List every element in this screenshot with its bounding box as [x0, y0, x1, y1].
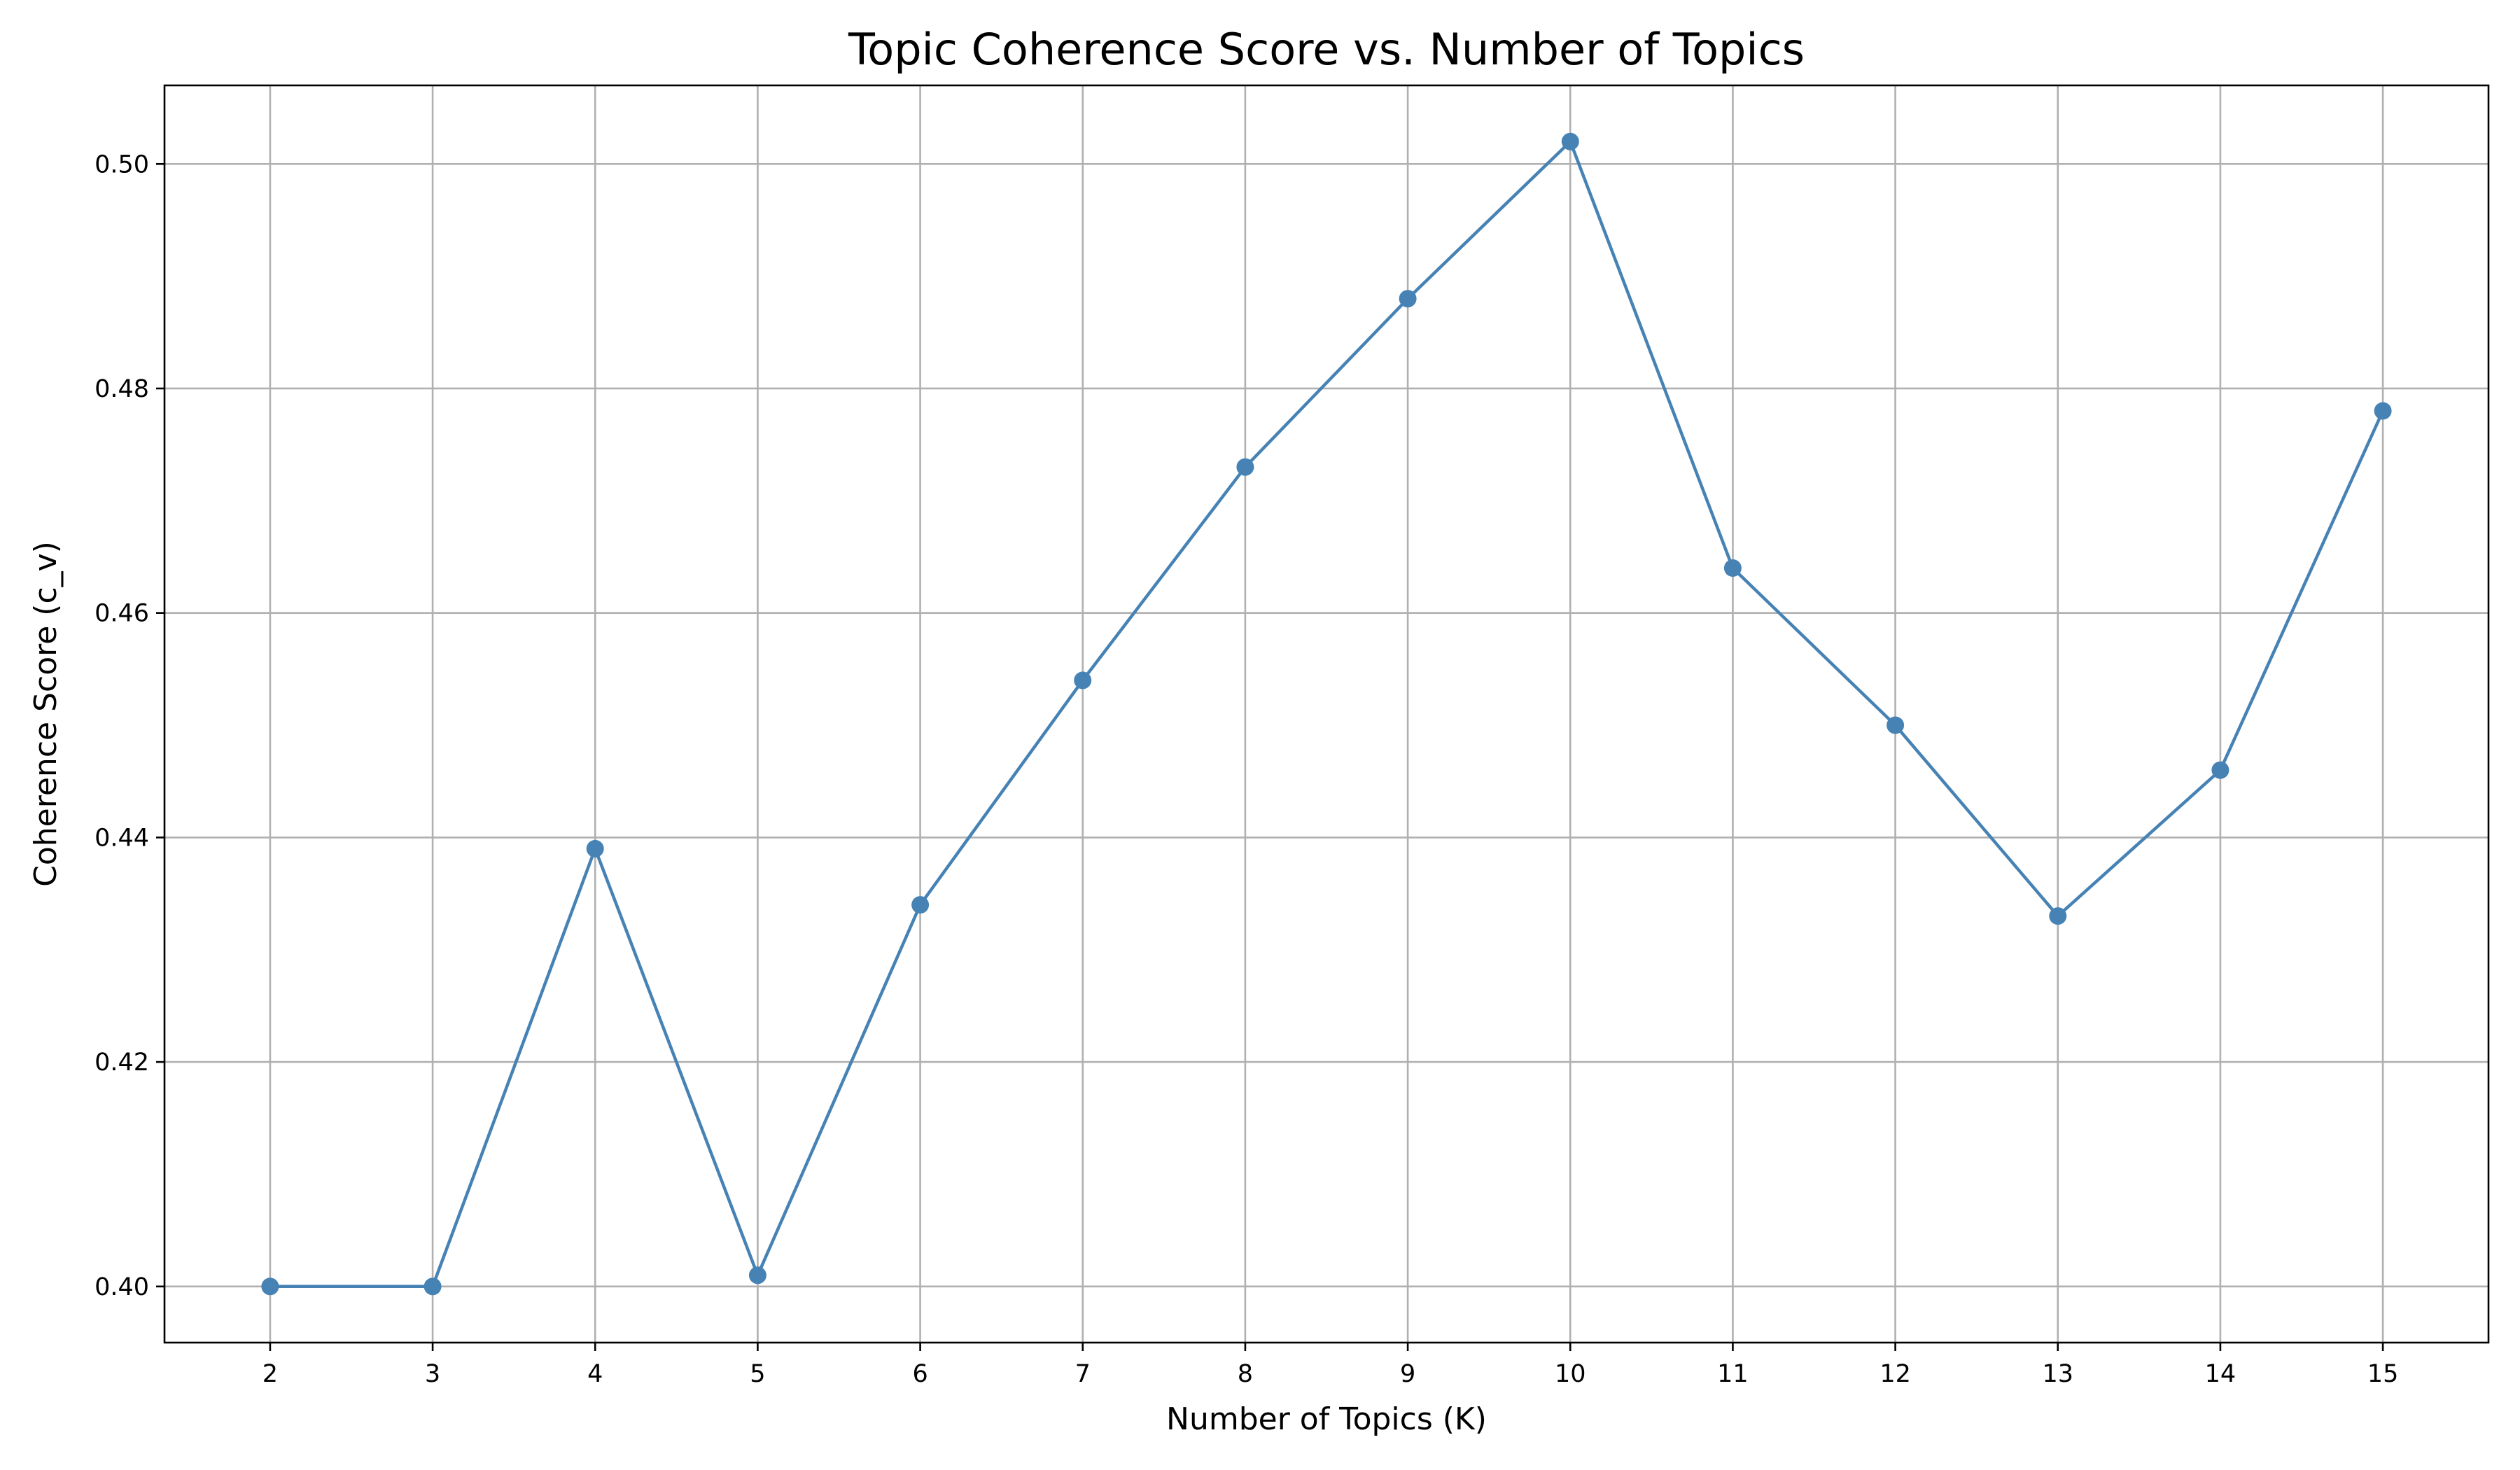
x-tick-label: 13: [2042, 1360, 2073, 1388]
x-tick-label: 10: [1555, 1360, 1586, 1388]
x-tick-label: 11: [1717, 1360, 1749, 1388]
x-axis-label: Number of Topics (K): [1166, 1401, 1487, 1437]
y-tick-label: 0.46: [94, 600, 149, 628]
data-point: [261, 1278, 279, 1296]
data-point: [1723, 559, 1742, 577]
y-tick-label: 0.48: [94, 375, 149, 403]
data-point: [1236, 458, 1254, 476]
y-tick-label: 0.42: [94, 1049, 149, 1077]
axis-ticks: 2 3 4 5 6 7 8 9 10 11 12 13 14 15 0.40 0.42 0.44 0.46 0.48…: [94, 150, 2398, 1388]
x-tick-label: 6: [912, 1360, 927, 1388]
data-point: [1074, 671, 1092, 690]
x-tick-label: 3: [425, 1360, 440, 1388]
x-tick-label: 14: [2205, 1360, 2236, 1388]
x-tick-label: 15: [2367, 1360, 2399, 1388]
data-series: [261, 132, 2392, 1296]
data-point: [2049, 907, 2067, 925]
y-tick-label: 0.44: [94, 824, 149, 852]
data-point: [424, 1278, 442, 1296]
data-point: [1561, 132, 1579, 150]
y-tick-label: 0.50: [94, 150, 149, 178]
data-point: [911, 896, 930, 914]
data-point: [586, 839, 604, 858]
series-line: [270, 139, 2385, 1289]
data-point: [1886, 716, 1905, 734]
x-tick-label: 2: [262, 1360, 278, 1388]
x-tick-label: 9: [1400, 1360, 1415, 1388]
x-tick-label: 5: [750, 1360, 765, 1388]
y-axis-label: Coherence Score (c_v): [28, 541, 64, 887]
plot-frame: [163, 84, 2490, 1344]
chart-title: Topic Coherence Score vs. Number of Topi…: [848, 24, 1805, 75]
grid: [164, 85, 2488, 1343]
x-tick-label: 4: [587, 1360, 603, 1388]
data-point: [748, 1266, 766, 1284]
x-tick-label: 8: [1238, 1360, 1253, 1388]
data-point: [2374, 402, 2392, 420]
data-point: [1399, 290, 1417, 308]
x-tick-label: 7: [1075, 1360, 1091, 1388]
y-tick-label: 0.40: [94, 1273, 149, 1301]
x-tick-label: 12: [1879, 1360, 1911, 1388]
data-point: [2211, 761, 2230, 779]
